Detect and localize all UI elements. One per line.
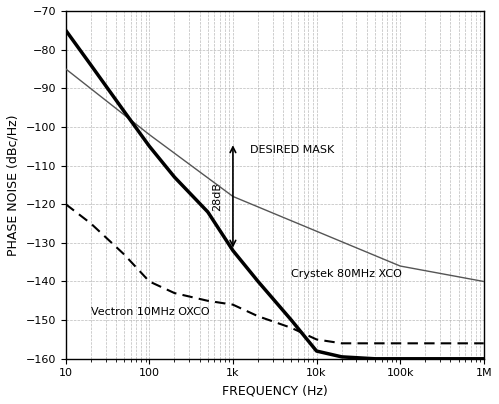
Y-axis label: PHASE NOISE (dBc/Hz): PHASE NOISE (dBc/Hz) xyxy=(7,114,20,256)
Text: DESIRED MASK: DESIRED MASK xyxy=(250,145,334,155)
Text: Vectron 10MHz OXCO: Vectron 10MHz OXCO xyxy=(91,307,210,318)
Text: Crystek 80MHz XCO: Crystek 80MHz XCO xyxy=(291,269,402,279)
Text: 28dB: 28dB xyxy=(213,182,223,211)
X-axis label: FREQUENCY (Hz): FREQUENCY (Hz) xyxy=(222,384,328,397)
